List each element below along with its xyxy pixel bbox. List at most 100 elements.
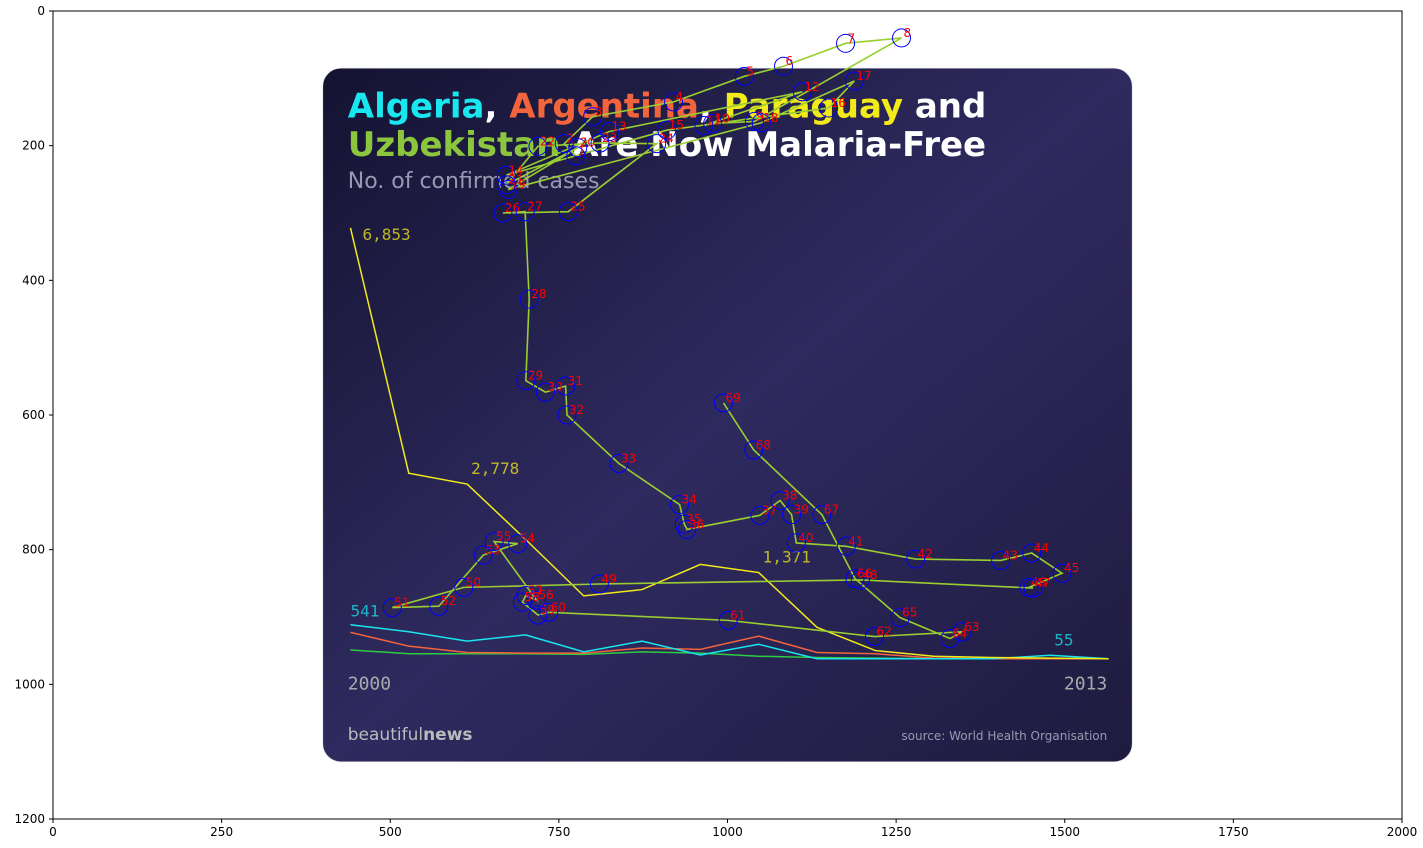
overlay-point-marker bbox=[703, 113, 723, 133]
overlay-point-marker bbox=[493, 203, 513, 223]
overlay-point-label: 9 bbox=[756, 109, 764, 123]
overlay-point-label: 62 bbox=[877, 625, 892, 639]
overlay-point-marker bbox=[865, 627, 885, 647]
overlay-point-marker bbox=[528, 605, 548, 625]
overlay-point-marker bbox=[952, 622, 972, 642]
overlay-point-label: 7 bbox=[848, 31, 856, 45]
overlay-point-marker bbox=[508, 534, 528, 554]
overlay-point-label: 59 bbox=[540, 603, 555, 617]
x-tick-label: 1750 bbox=[1218, 825, 1249, 839]
overlay-point-label: 67 bbox=[824, 503, 839, 517]
overlay-point-label: 40 bbox=[798, 531, 813, 545]
overlay-point-label: 2 bbox=[566, 132, 574, 146]
infographic-background bbox=[322, 67, 1133, 763]
overlay-point-marker bbox=[1023, 578, 1043, 598]
overlay-point-label: 15 bbox=[669, 118, 684, 132]
overlay-point-marker bbox=[583, 107, 603, 127]
overlay-point-marker bbox=[589, 574, 609, 594]
overlay-point-label: 41 bbox=[848, 534, 863, 548]
overlay-point-label: 1 bbox=[578, 144, 586, 158]
axis-ticks: 0 250 500 750 1000 1250 1500 1750 20000200400600… bbox=[14, 4, 1417, 839]
overlay-path bbox=[392, 37, 1064, 640]
overlay-point-marker bbox=[906, 549, 926, 569]
overlay-point-marker bbox=[382, 598, 402, 618]
overlay-point-label: 14 bbox=[508, 163, 523, 177]
infographic-image: Algeria, Argentina, Paraguay and Uzbekis… bbox=[322, 67, 1133, 763]
y-tick-label: 400 bbox=[22, 273, 45, 287]
overlay-point-marker bbox=[498, 179, 518, 199]
overlay-point-marker bbox=[677, 519, 697, 539]
overlay-point-marker bbox=[718, 610, 738, 630]
overlay-point-marker bbox=[744, 440, 764, 460]
overlay-point-label: 26 bbox=[505, 201, 520, 215]
overlay-point-label: 38 bbox=[782, 489, 797, 503]
overlay-point-label: 13 bbox=[611, 120, 626, 134]
overlay-point-marker bbox=[836, 33, 856, 53]
overlay-point-label: 28 bbox=[531, 287, 546, 301]
overlay-point-label: 22 bbox=[540, 134, 555, 148]
overlay-point-marker bbox=[664, 92, 684, 112]
overlay-point-marker bbox=[590, 133, 610, 153]
x-tick-label: 1000 bbox=[712, 825, 743, 839]
year-start-label: 2000 bbox=[348, 674, 391, 695]
overlay-point-label: 16 bbox=[831, 96, 846, 110]
overlay-point-label: 58 bbox=[524, 590, 539, 604]
series-value-label: 1,371 bbox=[763, 548, 811, 567]
overlay-point-label: 39 bbox=[794, 503, 809, 517]
overlay-point-label: 30 bbox=[547, 380, 562, 394]
series-value-label: 6,853 bbox=[362, 225, 410, 244]
overlay-point-label: 31 bbox=[568, 374, 583, 388]
overlay-point-label: 29 bbox=[528, 369, 543, 383]
brand-logo: beautifulnews bbox=[348, 725, 473, 745]
overlay-point-label: 64 bbox=[952, 627, 967, 641]
series-line-uzbekistan bbox=[349, 227, 1109, 660]
y-tick-label: 0 bbox=[37, 4, 45, 18]
overlay-point-label: 25 bbox=[570, 200, 585, 214]
overlay-point-marker bbox=[773, 56, 793, 76]
overlay-point-marker bbox=[599, 122, 619, 142]
x-tick-label: 250 bbox=[210, 825, 233, 839]
overlay-point-marker bbox=[527, 590, 547, 610]
overlay-point-label: 3 bbox=[595, 105, 603, 119]
overlay-point-marker bbox=[535, 382, 555, 402]
overlay-point-marker bbox=[558, 202, 578, 222]
infographic-title-line-2: Uzbekistan Are Now Malaria-Free bbox=[348, 125, 986, 165]
overlay-point-label: 56 bbox=[539, 588, 554, 602]
overlay-point-label: 34 bbox=[682, 493, 697, 507]
overlay-point-label: 50 bbox=[466, 575, 481, 589]
overlay-point-marker bbox=[734, 66, 754, 86]
overlay-point-marker bbox=[812, 505, 832, 525]
overlay-point-marker bbox=[819, 98, 839, 118]
overlay-point-marker bbox=[484, 532, 504, 552]
overlay-point-marker bbox=[836, 536, 856, 556]
overlay-point-marker bbox=[751, 113, 771, 133]
overlay-point-label: 54 bbox=[520, 532, 535, 546]
overlay-point-label: 17 bbox=[856, 69, 871, 83]
overlay-point-label: 33 bbox=[621, 451, 636, 465]
overlay-point-marker bbox=[750, 505, 770, 525]
overlay-point-label: 18 bbox=[763, 111, 778, 125]
overlay-point-marker bbox=[670, 495, 690, 515]
overlay-point-marker bbox=[940, 629, 960, 649]
overlay-point-label: 11 bbox=[706, 113, 721, 127]
year-end-label: 2013 bbox=[1064, 674, 1107, 695]
y-tick-label: 200 bbox=[22, 139, 45, 153]
overlay-point-marker bbox=[845, 569, 865, 589]
overlay-point-marker bbox=[770, 491, 790, 511]
series-line-paraguay bbox=[350, 623, 1109, 660]
overlay-point-label: 27 bbox=[527, 200, 542, 214]
overlay-point-label: 60 bbox=[551, 600, 566, 614]
overlay-point-label: 69 bbox=[725, 391, 740, 405]
overlay-point-marker bbox=[429, 596, 449, 616]
overlay-point-marker bbox=[1052, 563, 1072, 583]
overlay-point-marker bbox=[786, 533, 806, 553]
overlay-point-label: 5 bbox=[746, 64, 754, 78]
overlay-point-label: 36 bbox=[689, 517, 704, 531]
title-word: , bbox=[484, 86, 509, 126]
overlay-point-marker bbox=[454, 577, 474, 597]
overlay-point-label: 68 bbox=[756, 438, 771, 452]
source-note: source: World Health Organisation bbox=[901, 729, 1107, 743]
overlay-point-marker bbox=[609, 453, 629, 473]
